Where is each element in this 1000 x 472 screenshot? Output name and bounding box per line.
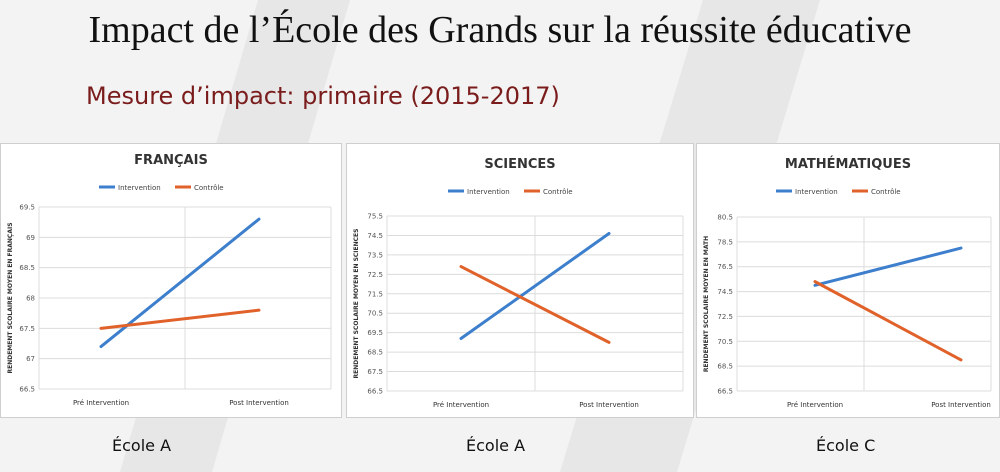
y-axis-label: RENDEMENT SCOLAIRE MOYEN EN SCIENCES: [353, 229, 360, 379]
x-tick-label: Post Intervention: [229, 399, 289, 407]
school-label-mathematiques: École C: [816, 436, 876, 455]
chart-mathematiques: MATHÉMATIQUES Intervention Contrôle 66.5 68.…: [703, 156, 992, 409]
y-tick-label: 69.5: [19, 204, 35, 212]
y-tick-label: 66.5: [717, 388, 733, 396]
legend-label: Contrôle: [871, 188, 901, 196]
legend-label: Contrôle: [543, 188, 573, 196]
x-tick-label: Post Intervention: [579, 401, 639, 409]
series-line-intervention: [99, 217, 261, 349]
y-tick-label: 74.5: [717, 288, 733, 296]
y-tick-label: 69: [26, 234, 35, 242]
x-tick-label: Post Intervention: [931, 401, 991, 409]
y-tick-label: 67.5: [367, 368, 383, 376]
school-label-sciences: École A: [466, 436, 526, 455]
y-tick-label: 70.5: [367, 310, 383, 318]
series-line-controle: [99, 308, 261, 330]
school-label-francais: École A: [112, 436, 172, 455]
y-tick-label: 68: [26, 295, 35, 303]
x-tick-label: Pré Intervention: [787, 401, 843, 409]
y-tick-label: 72.5: [367, 271, 383, 279]
legend-label: Intervention: [467, 188, 510, 196]
y-tick-label: 67.5: [19, 325, 35, 333]
y-tick-label: 75.5: [367, 213, 383, 221]
y-tick-label: 66.5: [367, 388, 383, 396]
chart-title: MATHÉMATIQUES: [785, 156, 911, 172]
legend-label: Intervention: [795, 188, 838, 196]
chart-title: FRANÇAIS: [134, 153, 208, 168]
x-tick-label: Pré Intervention: [73, 399, 129, 407]
chart-sciences: SCIENCES Intervention Contrôle 66.5 67.5 68.5…: [353, 157, 684, 409]
y-tick-label: 66.5: [19, 386, 35, 394]
series-line-intervention: [813, 246, 963, 287]
series-line-controle: [459, 265, 611, 344]
y-tick-label: 67: [26, 355, 35, 363]
y-axis-label: RENDEMENT SCOLAIRE MOYEN EN FRANÇAIS: [7, 222, 14, 373]
y-axis-label: RENDEMENT SCOLAIRE MOYEN EN MATH: [703, 236, 710, 372]
y-tick-label: 71.5: [367, 290, 383, 298]
y-tick-label: 70.5: [717, 338, 733, 346]
chart-panel-mathematiques: MATHÉMATIQUES Intervention Contrôle 66.5 68.…: [696, 143, 1000, 418]
x-tick-label: Pré Intervention: [433, 401, 489, 409]
legend-label: Intervention: [118, 184, 161, 192]
chart-panel-sciences: SCIENCES Intervention Contrôle 66.5 67.5 68.5…: [346, 143, 694, 418]
chart-francais: FRANÇAIS Intervention Contrôle 66.5 67 67.5 68…: [7, 153, 332, 407]
chart-title: SCIENCES: [484, 157, 555, 172]
series-line-controle: [813, 280, 963, 362]
chart-panel-francais: FRANÇAIS Intervention Contrôle 66.5 67 67.5 68…: [0, 143, 342, 418]
y-tick-label: 72.5: [717, 313, 733, 321]
legend-label: Contrôle: [194, 184, 224, 192]
y-tick-label: 68.5: [19, 264, 35, 272]
y-tick-label: 68.5: [367, 349, 383, 357]
y-tick-label: 73.5: [367, 251, 383, 259]
y-tick-label: 69.5: [367, 329, 383, 337]
slide-subtitle: Mesure d’impact: primaire (2015-2017): [86, 82, 560, 110]
y-tick-label: 80.5: [717, 214, 733, 222]
slide-title: Impact de l’École des Grands sur la réus…: [88, 9, 912, 51]
y-tick-label: 78.5: [717, 238, 733, 246]
y-tick-label: 68.5: [717, 363, 733, 371]
y-tick-label: 74.5: [367, 232, 383, 240]
series-line-intervention: [459, 232, 611, 340]
y-tick-label: 76.5: [717, 263, 733, 271]
